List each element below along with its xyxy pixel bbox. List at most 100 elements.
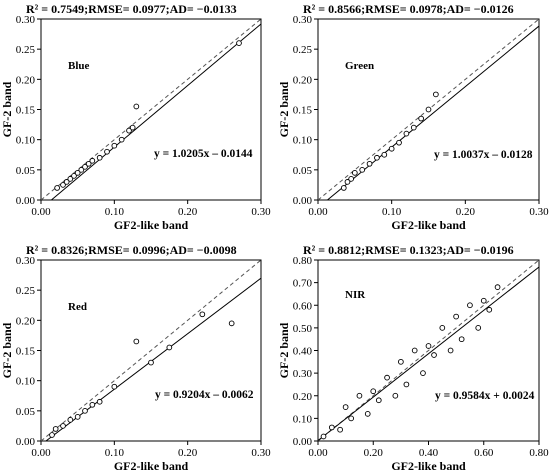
- data-point: [96, 154, 103, 161]
- x-tick-label: 0.00: [31, 447, 51, 459]
- x-tick-label: 0.20: [364, 447, 384, 459]
- data-point: [49, 432, 55, 438]
- data-point: [166, 344, 173, 351]
- data-point: [129, 124, 136, 131]
- data-point: [398, 358, 404, 365]
- data-point: [447, 347, 454, 354]
- x-tick-label: 0.30: [251, 206, 271, 218]
- chart-panel-green: R² = 0.8566;RMSE= 0.0978;AD= −0.0126 0.00…: [277, 2, 549, 232]
- plot-content: [318, 19, 539, 200]
- data-point: [89, 157, 96, 164]
- y-tick-label: 0.15: [16, 105, 36, 117]
- x-axis-title: GF2-like band: [114, 218, 189, 232]
- regression-line: [318, 266, 539, 441]
- data-point: [351, 170, 358, 176]
- chart-panel-red: R² = 0.8326;RMSE= 0.0996;AD= −0.0098 0.00…: [0, 243, 271, 473]
- data-point: [52, 426, 59, 432]
- y-tick-label: 0.20: [293, 74, 313, 86]
- data-point: [82, 163, 88, 170]
- y-tick-label: 0.60: [293, 300, 313, 312]
- y-axis-title: GF-2 band: [0, 322, 14, 378]
- y-tick-label: 0.25: [16, 44, 36, 56]
- data-point: [60, 423, 66, 429]
- y-tick-label: 0.10: [293, 135, 313, 147]
- data-point: [392, 392, 399, 399]
- data-point: [388, 145, 395, 152]
- y-tick-label: 0.20: [293, 391, 313, 403]
- data-point: [359, 166, 366, 173]
- data-point: [433, 91, 439, 98]
- y-tick-label: 0.30: [16, 255, 36, 267]
- x-tick-label: 0.20: [456, 206, 476, 218]
- data-point: [475, 325, 482, 331]
- panel-label: Blue: [68, 60, 90, 72]
- plot-content: [41, 19, 261, 200]
- data-point: [439, 325, 446, 331]
- data-point: [54, 185, 60, 191]
- y-tick-label: 0.20: [16, 74, 36, 86]
- x-tick-label: 0.60: [474, 447, 494, 459]
- data-point: [133, 338, 140, 345]
- data-point: [374, 154, 380, 161]
- x-tick-label: 0.10: [382, 206, 402, 218]
- data-point: [381, 151, 388, 158]
- y-tick-label: 0.30: [293, 14, 313, 26]
- data-point: [458, 336, 465, 343]
- data-point: [364, 411, 371, 417]
- y-tick-label: 0.20: [16, 315, 36, 327]
- y-tick-label: 0.05: [293, 165, 313, 177]
- data-point: [486, 306, 493, 313]
- data-point: [337, 426, 343, 433]
- data-point: [340, 185, 347, 191]
- y-tick-label: 0.05: [16, 165, 36, 177]
- y-tick-label: 0.50: [293, 323, 313, 335]
- x-tick-label: 0.10: [105, 206, 125, 218]
- y-axis-title: GF-2 band: [277, 81, 291, 137]
- y-axis-title: GF-2 band: [277, 322, 291, 378]
- data-point: [236, 40, 242, 46]
- x-tick-label: 0.20: [178, 447, 198, 459]
- y-tick-label: 0.10: [16, 135, 36, 147]
- y-axis-title: GF-2 band: [0, 81, 14, 137]
- data-point: [96, 398, 103, 405]
- data-point: [431, 352, 437, 358]
- y-tick-label: 0.05: [16, 406, 36, 418]
- x-tick-label: 0.30: [251, 447, 271, 459]
- data-point: [104, 148, 110, 155]
- data-point: [403, 130, 410, 137]
- data-point: [348, 415, 355, 422]
- x-axis-title: GF2-like band: [391, 218, 466, 232]
- x-axis-title: GF2-like band: [114, 459, 189, 473]
- panel-label: Green: [345, 60, 374, 72]
- one-to-one-line: [41, 260, 261, 441]
- y-tick-label: 0.40: [293, 346, 313, 358]
- data-point: [111, 142, 118, 149]
- regression-equation: y = 1.0205x – 0.0144: [154, 148, 253, 160]
- regression-equation: y = 0.9584x + 0.0024: [435, 390, 535, 402]
- regression-line: [45, 277, 261, 441]
- data-point: [199, 311, 206, 318]
- data-point: [67, 176, 74, 182]
- regression-line: [51, 23, 261, 200]
- data-point: [411, 347, 418, 354]
- data-point: [370, 388, 377, 395]
- data-point: [63, 179, 70, 185]
- data-point: [366, 160, 373, 167]
- y-tick-label: 0.80: [293, 255, 313, 267]
- data-point: [480, 297, 487, 304]
- x-tick-label: 0.80: [529, 447, 549, 459]
- y-tick-label: 0.30: [16, 14, 36, 26]
- stats-text: R² = 0.8566;RMSE= 0.0978;AD= −0.0126: [303, 2, 514, 16]
- data-point: [420, 370, 426, 376]
- data-point: [418, 115, 424, 122]
- x-axis-title: GF2-like band: [391, 459, 466, 473]
- data-point: [356, 392, 363, 399]
- data-point: [78, 166, 85, 173]
- data-point: [89, 401, 96, 408]
- panel-label: NIR: [345, 289, 366, 301]
- y-tick-label: 0.15: [16, 346, 36, 358]
- data-point: [148, 359, 154, 366]
- data-point: [126, 127, 132, 134]
- x-tick-label: 0.40: [419, 447, 439, 459]
